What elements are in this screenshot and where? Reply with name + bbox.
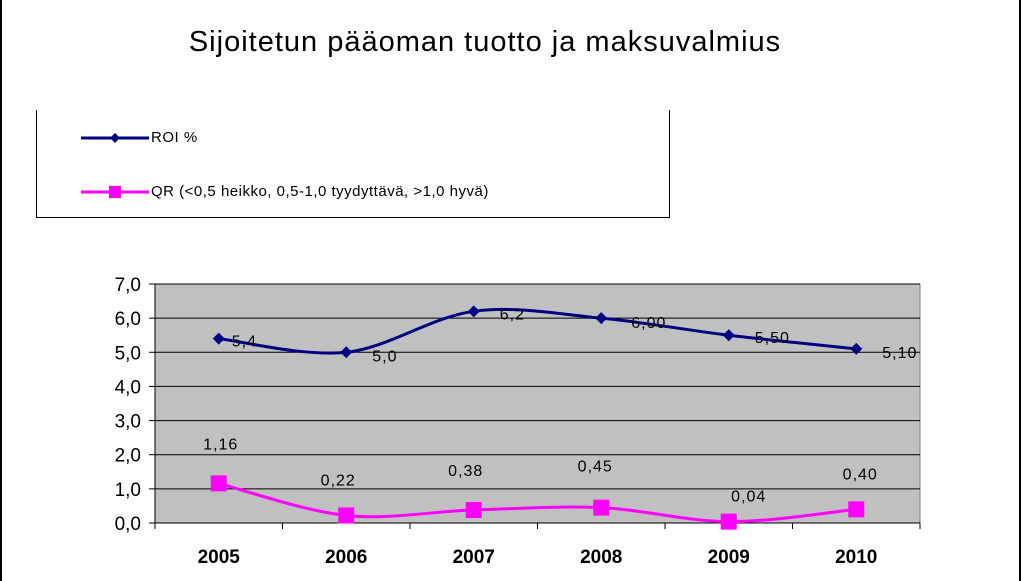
roi-marker [340,346,353,359]
roi-data-label: 5,4 [232,334,257,351]
x-tick-label: 2010 [835,547,877,568]
qr-marker [338,507,355,524]
y-tick-label: 5,0 [115,343,141,364]
qr-data-label: 0,04 [731,489,766,506]
x-tick-label: 2006 [325,547,367,568]
roi-marker [850,342,863,355]
y-tick-label: 1,0 [115,480,141,501]
qr-data-label: 0,40 [843,466,878,483]
chart-title: Sijoitetun pääoman tuotto ja maksuvalmiu… [188,26,782,58]
legend-qr-label: QR (<0,5 heikko, 0,5-1,0 tyydyttävä, >1,… [151,183,489,200]
plot-background [154,283,921,524]
roi-marker [595,312,608,325]
x-tick-label: 2005 [198,547,241,568]
legend-qr-swatch [81,186,149,198]
roi-data-label: 5,0 [372,348,397,365]
qr-marker [465,502,482,519]
roi-data-label: 5,50 [755,330,790,347]
roi-marker [467,305,480,318]
qr-marker [720,513,737,530]
legend: ROI % QR (<0,5 heikko, 0,5-1,0 tyydyttäv… [36,110,670,218]
y-tick-label: 4,0 [115,377,141,398]
roi-marker [212,332,225,345]
qr-marker [593,499,610,516]
legend-roi-swatch [81,133,149,143]
qr-data-label: 0,22 [321,472,356,489]
y-tick-label: 0,0 [115,514,141,535]
qr-data-label: 0,45 [578,459,613,476]
x-tick-label: 2007 [453,547,495,568]
qr-marker [848,501,865,518]
y-tick-label: 2,0 [115,446,141,467]
roi-data-label: 5,10 [882,345,917,362]
x-tick-label: 2008 [580,547,622,568]
qr-marker [210,475,227,492]
series-line-qr [218,481,857,524]
roi-data-label: 6,00 [631,315,666,332]
y-tick-label: 6,0 [115,309,141,330]
series-line-roi [218,307,857,355]
x-tick-label: 2009 [708,547,750,568]
roi-data-label: 6,2 [500,306,525,323]
qr-data-label: 1,16 [203,436,238,453]
qr-data-label: 0,38 [448,463,483,480]
legend-roi-label: ROI % [151,129,198,146]
roi-marker [722,329,735,342]
y-tick-label: 7,0 [115,275,141,296]
y-tick-label: 3,0 [115,412,141,433]
